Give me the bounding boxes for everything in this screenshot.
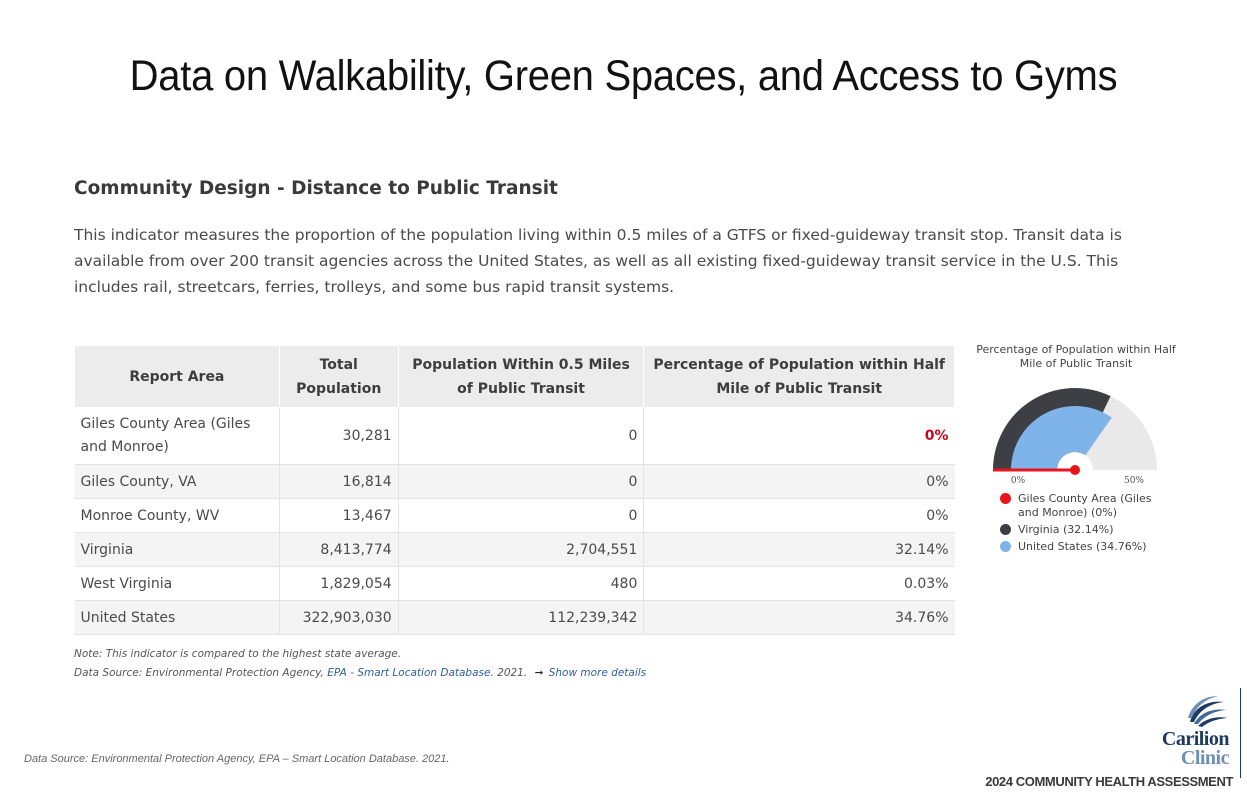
logo-swoosh-icon: [1188, 696, 1227, 727]
table-row: West Virginia 1,829,054 480 0.03%: [74, 566, 955, 601]
legend-item-united-states: United States (34.76%): [1000, 540, 1168, 554]
table-row: Giles County, VA 16,814 0 0%: [74, 464, 955, 499]
gauge-axis-min-label: 0%: [1011, 476, 1026, 486]
logo-text-carilion: Carilion: [1161, 728, 1230, 750]
show-more-details-link[interactable]: Show more details: [548, 667, 647, 679]
gauge-legend: Giles County Area (Giles and Monroe) (0%…: [1000, 492, 1168, 557]
table-row: Virginia 8,413,774 2,704,551 32.14%: [74, 532, 955, 567]
cell-report-area: Giles County, VA: [74, 464, 280, 499]
cell-total-population: 8,413,774: [279, 532, 399, 567]
data-source-suffix: . 2021.: [490, 667, 528, 679]
gauge-giles-needle-dot: [1070, 465, 1080, 475]
cell-percentage: 34.76%: [643, 600, 955, 635]
cell-report-area: Virginia: [74, 532, 280, 567]
cell-report-area: Monroe County, WV: [74, 498, 280, 533]
cell-percentage: 0%: [643, 407, 955, 465]
cell-report-area: United States: [74, 600, 280, 635]
cell-percentage: 0.03%: [643, 566, 955, 601]
arrow-right-icon: ➞: [534, 667, 544, 679]
table-row: Monroe County, WV 13,467 0 0%: [74, 498, 955, 533]
legend-dot-giles: [1000, 493, 1011, 504]
table-row: United States 322,903,030 112,239,342 34…: [74, 600, 955, 635]
column-header-population-within: Population Within 0.5 Miles of Public Tr…: [397, 345, 645, 408]
gauge-title: Percentage of Population within Half Mil…: [976, 343, 1176, 370]
logo-divider: [1240, 688, 1241, 778]
comparison-note: Note: This indicator is compared to the …: [74, 648, 402, 660]
community-health-assessment-label: 2024 COMMUNITY HEALTH ASSESSMENT: [985, 774, 1233, 789]
gauge-axis-max-label: 50%: [1124, 476, 1144, 486]
table-notes: Note: This indicator is compared to the …: [74, 645, 646, 683]
legend-item-giles: Giles County Area (Giles and Monroe) (0%…: [1000, 492, 1168, 520]
legend-dot-virginia: [1000, 524, 1011, 535]
cell-percentage: 0%: [643, 464, 955, 499]
footer-data-source: Data Source: Environmental Protection Ag…: [24, 753, 450, 765]
cell-report-area: Giles County Area (Giles and Monroe): [74, 407, 280, 465]
data-source-line: Data Source: Environmental Protection Ag…: [74, 664, 646, 683]
legend-label-giles: Giles County Area (Giles and Monroe) (0%…: [1018, 492, 1152, 519]
cell-total-population: 13,467: [279, 498, 399, 533]
cell-total-population: 322,903,030: [279, 600, 399, 635]
gauge-chart: 0% 50%: [993, 388, 1157, 486]
epa-database-link[interactable]: EPA - Smart Location Database: [327, 667, 491, 679]
cell-report-area: West Virginia: [74, 566, 280, 601]
gauge-us-band: [1011, 406, 1112, 470]
transit-data-table: Report Area Total Population Population …: [74, 345, 955, 635]
cell-population-within: 0: [398, 407, 645, 465]
cell-percentage: 32.14%: [643, 532, 955, 567]
cell-total-population: 16,814: [279, 464, 399, 499]
section-title: Community Design - Distance to Public Tr…: [74, 178, 558, 199]
table-row: Giles County Area (Giles and Monroe) 30,…: [74, 407, 955, 465]
cell-population-within: 0: [398, 464, 645, 499]
table-header-row: Report Area Total Population Population …: [74, 345, 955, 408]
cell-population-within: 480: [398, 566, 645, 601]
cell-total-population: 1,829,054: [279, 566, 399, 601]
carilion-clinic-logo: Carilion Clinic: [1128, 694, 1233, 774]
legend-label-virginia: Virginia (32.14%): [1018, 523, 1114, 536]
column-header-total-population: Total Population: [278, 345, 399, 408]
legend-dot-united-states: [1000, 541, 1011, 552]
legend-label-united-states: United States (34.76%): [1018, 540, 1147, 553]
indicator-description: This indicator measures the proportion o…: [74, 226, 1122, 296]
column-header-report-area: Report Area: [74, 345, 280, 408]
cell-population-within: 0: [398, 498, 645, 533]
cell-total-population: 30,281: [279, 407, 399, 465]
slide-title: Data on Walkability, Green Spaces, and A…: [129, 52, 1118, 100]
data-source-prefix: Data Source: Environmental Protection Ag…: [74, 667, 324, 679]
cell-population-within: 2,704,551: [398, 532, 645, 567]
logo-text-clinic: Clinic: [1180, 747, 1230, 769]
legend-item-virginia: Virginia (32.14%): [1000, 523, 1168, 537]
column-header-percentage: Percentage of Population within Half Mil…: [643, 345, 955, 408]
cell-percentage: 0%: [643, 498, 955, 533]
cell-population-within: 112,239,342: [398, 600, 645, 635]
